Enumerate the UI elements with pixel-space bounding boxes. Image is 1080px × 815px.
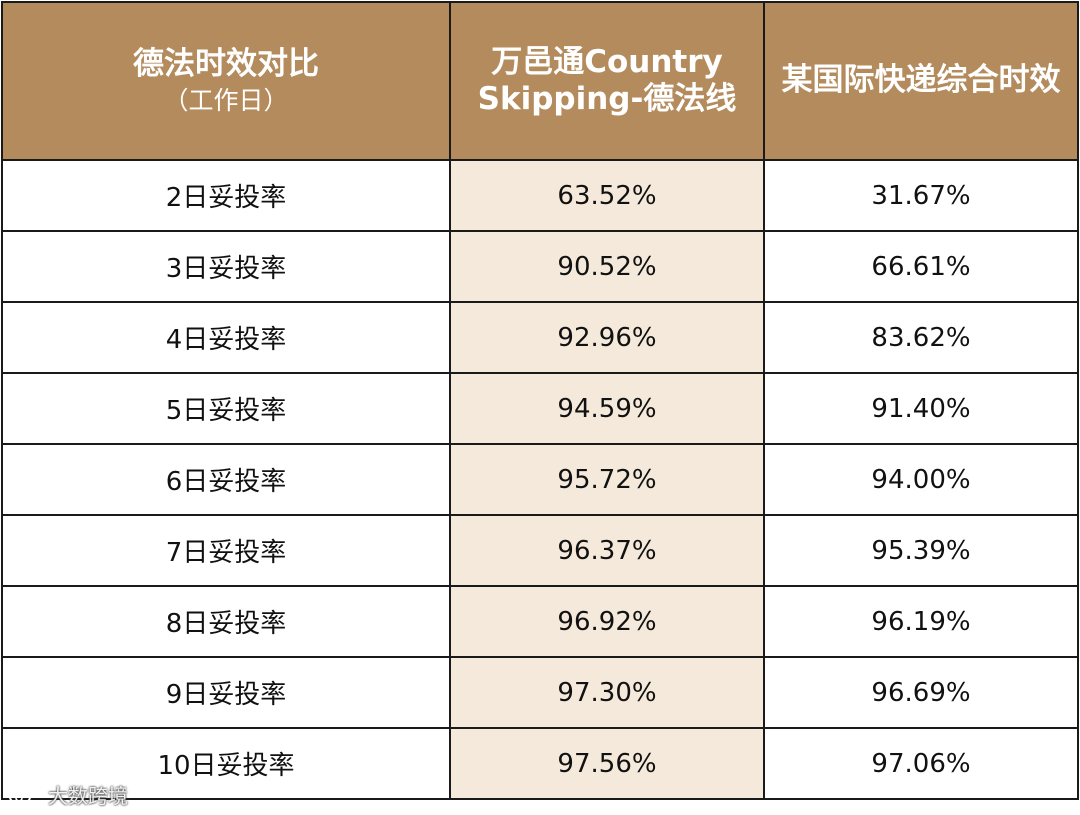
header-winit: 万邑通Country Skipping-德法线 bbox=[449, 1, 765, 161]
express-value: 94.00% bbox=[763, 443, 1079, 516]
table-row: 3日妥投率 90.52% 66.61% bbox=[1, 230, 1079, 303]
table-row: 10日妥投率 97.56% 97.06% bbox=[1, 727, 1079, 800]
header-express-title: 某国际快递综合时效 bbox=[781, 62, 1061, 99]
watermark: 大数跨境 bbox=[8, 780, 128, 809]
header-winit-line1: 万邑通Country bbox=[491, 43, 723, 80]
express-value: 97.06% bbox=[763, 727, 1079, 800]
weibo-logo-icon bbox=[9, 786, 41, 805]
table-row: 6日妥投率 95.72% 94.00% bbox=[1, 443, 1079, 516]
header-winit-line2: Skipping-德法线 bbox=[477, 81, 737, 117]
row-label: 2日妥投率 bbox=[1, 159, 451, 232]
table-row: 2日妥投率 63.52% 31.67% bbox=[1, 159, 1079, 232]
winit-value: 90.52% bbox=[449, 230, 765, 303]
winit-value: 63.52% bbox=[449, 159, 765, 232]
row-label: 4日妥投率 bbox=[1, 301, 451, 374]
winit-value: 96.37% bbox=[449, 514, 765, 587]
express-value: 96.19% bbox=[763, 585, 1079, 658]
express-value: 66.61% bbox=[763, 230, 1079, 303]
header-row: 德法时效对比 （工作日） 万邑通Country Skipping-德法线 某国际… bbox=[1, 1, 1079, 161]
winit-value: 96.92% bbox=[449, 585, 765, 658]
comparison-table: 德法时效对比 （工作日） 万邑通Country Skipping-德法线 某国际… bbox=[1, 1, 1079, 800]
table-row: 5日妥投率 94.59% 91.40% bbox=[1, 372, 1079, 445]
express-value: 31.67% bbox=[763, 159, 1079, 232]
row-label: 10日妥投率 bbox=[1, 727, 451, 800]
row-label: 5日妥投率 bbox=[1, 372, 451, 445]
table-row: 7日妥投率 96.37% 95.39% bbox=[1, 514, 1079, 587]
winit-value: 97.56% bbox=[449, 727, 765, 800]
winit-value: 97.30% bbox=[449, 656, 765, 729]
express-value: 91.40% bbox=[763, 372, 1079, 445]
row-label: 3日妥投率 bbox=[1, 230, 451, 303]
header-comparison-title: 德法时效对比 bbox=[133, 46, 319, 83]
express-value: 95.39% bbox=[763, 514, 1079, 587]
header-comparison-subtitle: （工作日） bbox=[163, 85, 289, 115]
watermark-text: 大数跨境 bbox=[48, 784, 128, 808]
winit-value: 92.96% bbox=[449, 301, 765, 374]
row-label: 7日妥投率 bbox=[1, 514, 451, 587]
express-value: 83.62% bbox=[763, 301, 1079, 374]
winit-value: 95.72% bbox=[449, 443, 765, 516]
row-label: 9日妥投率 bbox=[1, 656, 451, 729]
row-label: 8日妥投率 bbox=[1, 585, 451, 658]
table-row: 8日妥投率 96.92% 96.19% bbox=[1, 585, 1079, 658]
express-value: 96.69% bbox=[763, 656, 1079, 729]
table-row: 4日妥投率 92.96% 83.62% bbox=[1, 301, 1079, 374]
winit-value: 94.59% bbox=[449, 372, 765, 445]
header-express: 某国际快递综合时效 bbox=[763, 1, 1079, 161]
header-comparison: 德法时效对比 （工作日） bbox=[1, 1, 451, 161]
row-label: 6日妥投率 bbox=[1, 443, 451, 516]
table-row: 9日妥投率 97.30% 96.69% bbox=[1, 656, 1079, 729]
